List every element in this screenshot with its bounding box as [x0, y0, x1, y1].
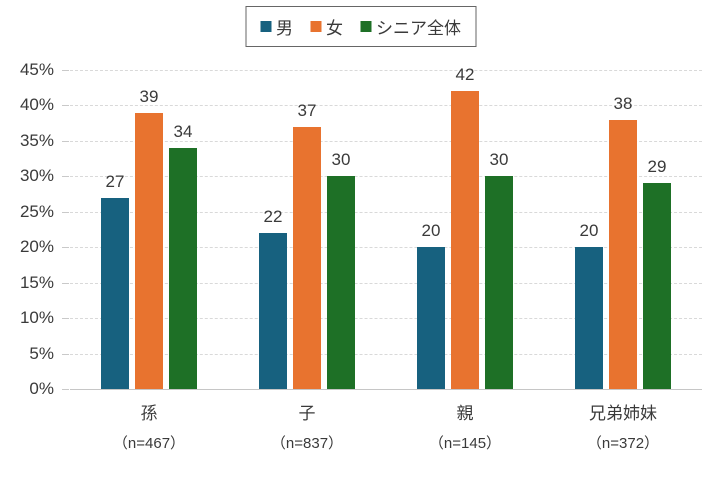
legend-swatch-icon [260, 21, 271, 32]
y-axis-tick-mark [62, 318, 69, 320]
gridline [70, 140, 702, 142]
bar-兄弟姉妹-男 [575, 247, 603, 389]
y-axis-tick-label: 0% [29, 379, 54, 398]
y-axis-tick-mark [62, 211, 69, 213]
y-axis-tick-mark [62, 389, 69, 390]
y-axis-tick-mark [62, 282, 69, 284]
bar-value-label: 20 [421, 221, 441, 240]
x-axis-n-label: （n=467） [112, 435, 186, 452]
legend-label: 女 [326, 19, 343, 38]
bar-親-シニア全体 [485, 176, 513, 389]
legend-item-2: シニア全体 [360, 14, 461, 39]
y-axis-tick-label: 30% [19, 166, 54, 186]
y-axis-tick-mark [62, 70, 69, 71]
gridline [70, 318, 702, 320]
x-axis-category-label: 子 [298, 404, 316, 423]
x-axis-n-label: （n=372） [586, 435, 660, 452]
bar-value-label: 29 [647, 157, 667, 176]
gridline [70, 176, 702, 178]
x-axis-n-label: （n=145） [428, 435, 502, 452]
bar-子-女 [293, 127, 321, 389]
x-axis-category-label: 親 [456, 404, 474, 423]
x-axis-line [70, 389, 702, 390]
bar-兄弟姉妹-シニア全体 [643, 183, 671, 389]
gridline [70, 70, 702, 71]
y-axis-tick-label: 10% [19, 308, 54, 328]
x-axis-category-label: 孫 [140, 404, 158, 423]
y-axis-tick-label: 15% [19, 272, 54, 292]
y-axis-tick-mark [62, 140, 69, 142]
x-axis-n-label: （n=837） [270, 435, 344, 452]
y-axis-tick-mark [62, 353, 69, 355]
y-axis-tick-label: 35% [19, 130, 54, 150]
legend-item-1: 女 [310, 14, 343, 39]
x-axis-category-label: 兄弟姉妹 [589, 404, 657, 423]
legend-swatch-icon [310, 21, 321, 32]
y-axis-tick-mark [62, 247, 69, 249]
bar-親-女 [451, 91, 479, 389]
y-axis-tick-mark [62, 176, 69, 178]
plot-area: 27 39 34 22 37 30 20 42 30 20 38 29 [70, 65, 702, 390]
legend-label: 男 [276, 19, 293, 38]
gridline [70, 211, 702, 213]
bar-value-label: 39 [139, 87, 159, 106]
bar-孫-女 [135, 113, 163, 389]
bar-子-シニア全体 [327, 176, 355, 389]
legend-swatch-icon [360, 21, 371, 32]
bar-孫-シニア全体 [169, 148, 197, 389]
y-axis-tick-label: 40% [19, 95, 54, 115]
bar-value-label: 38 [613, 94, 633, 113]
legend-item-0: 男 [260, 14, 293, 39]
y-axis-tick-label: 5% [29, 343, 54, 363]
y-axis-tick-label: 45% [19, 60, 54, 79]
bar-親-男 [417, 247, 445, 389]
bar-value-label: 20 [579, 221, 599, 240]
bar-value-label: 27 [105, 172, 125, 191]
bar-兄弟姉妹-女 [609, 120, 637, 389]
gridline [70, 353, 702, 355]
bar-value-label: 37 [297, 101, 317, 120]
bar-value-label: 22 [263, 207, 283, 226]
chart-legend: 男 女 シニア全体 [245, 6, 476, 47]
bar-value-label: 42 [455, 65, 475, 84]
bar-孫-男 [101, 198, 129, 389]
gridline [70, 247, 702, 249]
y-axis-tick-mark [62, 105, 69, 107]
legend-label: シニア全体 [376, 19, 461, 38]
y-axis-tick-label: 20% [19, 237, 54, 257]
y-axis-tick-label: 25% [19, 201, 54, 221]
bar-value-label: 30 [489, 150, 509, 169]
bar-子-男 [259, 233, 287, 389]
gridline [70, 105, 702, 107]
bar-value-label: 34 [173, 122, 193, 141]
gridline [70, 282, 702, 284]
bar-value-label: 30 [331, 150, 351, 169]
